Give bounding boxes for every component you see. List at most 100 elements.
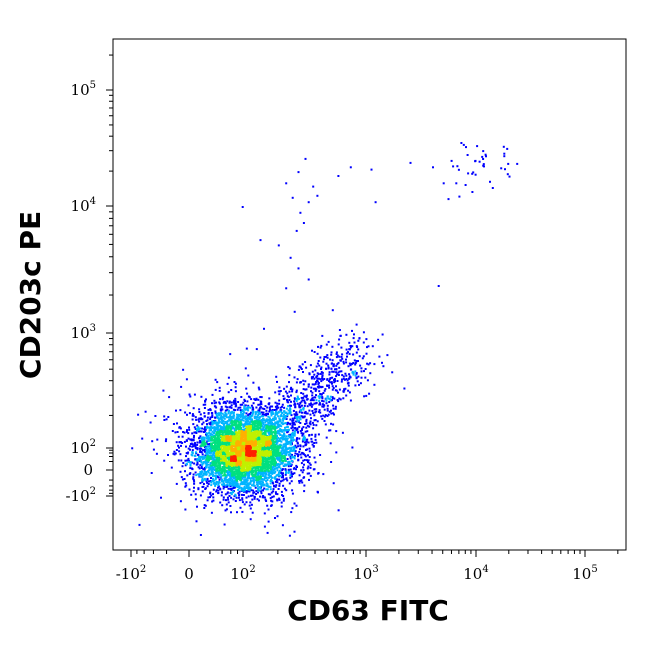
- event-point: [235, 472, 238, 475]
- event-point: [289, 433, 292, 436]
- event-point: [288, 367, 291, 370]
- event-point: [218, 386, 221, 389]
- event-point: [271, 463, 274, 466]
- event-point: [363, 395, 366, 398]
- event-point: [267, 471, 270, 474]
- event-point: [274, 412, 277, 415]
- event-point: [249, 425, 252, 428]
- event-point: [275, 448, 278, 450]
- event-point: [195, 459, 198, 462]
- event-point: [258, 437, 261, 440]
- event-point: [307, 441, 310, 444]
- event-point: [185, 439, 188, 442]
- event-point: [243, 411, 246, 414]
- event-point: [227, 467, 230, 470]
- event-point: [237, 488, 240, 491]
- event-point: [208, 429, 211, 432]
- event-point: [287, 471, 290, 474]
- event-point: [193, 480, 196, 483]
- event-point: [326, 354, 329, 357]
- event-point: [231, 422, 234, 425]
- event-point: [325, 402, 328, 405]
- event-point: [267, 422, 270, 425]
- event-point: [216, 415, 218, 418]
- event-point: [268, 452, 271, 455]
- event-point: [266, 466, 269, 469]
- event-point: [230, 401, 233, 404]
- event-point: [282, 434, 285, 437]
- event-point: [289, 455, 292, 458]
- event-point: [206, 433, 209, 435]
- event-point: [262, 489, 265, 492]
- event-point: [293, 455, 296, 458]
- event-point: [207, 408, 210, 411]
- event-point: [217, 454, 220, 457]
- event-point: [255, 398, 258, 401]
- event-point: [212, 441, 215, 444]
- event-point: [321, 375, 324, 378]
- event-point: [280, 429, 283, 431]
- event-point: [457, 168, 460, 171]
- event-point: [248, 468, 251, 471]
- event-point: [230, 404, 233, 407]
- event-point: [227, 410, 230, 412]
- event-point: [268, 463, 270, 466]
- event-point: [298, 365, 301, 368]
- event-point: [266, 436, 269, 439]
- event-point: [175, 441, 178, 444]
- event-point: [214, 483, 217, 486]
- event-point: [300, 400, 303, 403]
- event-point: [313, 373, 316, 376]
- event-point: [219, 501, 222, 504]
- event-point: [311, 394, 314, 397]
- event-point: [210, 481, 213, 484]
- event-point: [283, 410, 286, 413]
- event-point: [284, 414, 287, 417]
- event-point: [226, 496, 229, 499]
- event-point: [287, 441, 290, 444]
- event-point: [233, 427, 235, 430]
- event-point: [214, 478, 217, 481]
- event-point: [296, 395, 299, 398]
- event-point: [180, 459, 183, 462]
- event-point: [260, 415, 263, 418]
- event-point: [230, 511, 232, 514]
- event-point: [257, 491, 259, 494]
- event-point: [257, 488, 260, 491]
- event-point: [251, 427, 254, 430]
- event-point: [272, 423, 274, 425]
- event-point: [258, 388, 261, 391]
- event-point: [184, 464, 187, 467]
- event-point: [254, 420, 257, 423]
- event-point: [303, 463, 305, 466]
- event-point: [225, 426, 228, 429]
- event-point: [198, 408, 201, 411]
- event-point: [259, 490, 262, 493]
- event-point: [365, 352, 368, 355]
- event-point: [271, 468, 274, 471]
- event-point: [203, 428, 206, 431]
- event-point: [298, 411, 301, 414]
- event-point: [484, 153, 487, 156]
- event-point: [286, 412, 289, 415]
- event-point: [232, 401, 235, 404]
- event-point: [313, 468, 316, 471]
- event-point: [330, 461, 333, 463]
- event-point: [300, 432, 303, 435]
- event-point: [196, 424, 199, 427]
- event-point: [347, 351, 349, 354]
- event-point: [235, 416, 238, 419]
- event-point: [287, 428, 290, 431]
- event-point: [336, 380, 339, 382]
- event-point: [235, 428, 238, 431]
- event-point: [288, 440, 291, 443]
- event-point: [210, 494, 213, 497]
- event-point: [304, 361, 307, 363]
- event-point: [275, 427, 278, 429]
- event-point: [276, 420, 279, 423]
- event-point: [327, 367, 330, 370]
- event-point: [280, 425, 283, 428]
- event-point: [212, 467, 215, 470]
- event-point: [325, 367, 328, 370]
- event-point: [304, 380, 307, 383]
